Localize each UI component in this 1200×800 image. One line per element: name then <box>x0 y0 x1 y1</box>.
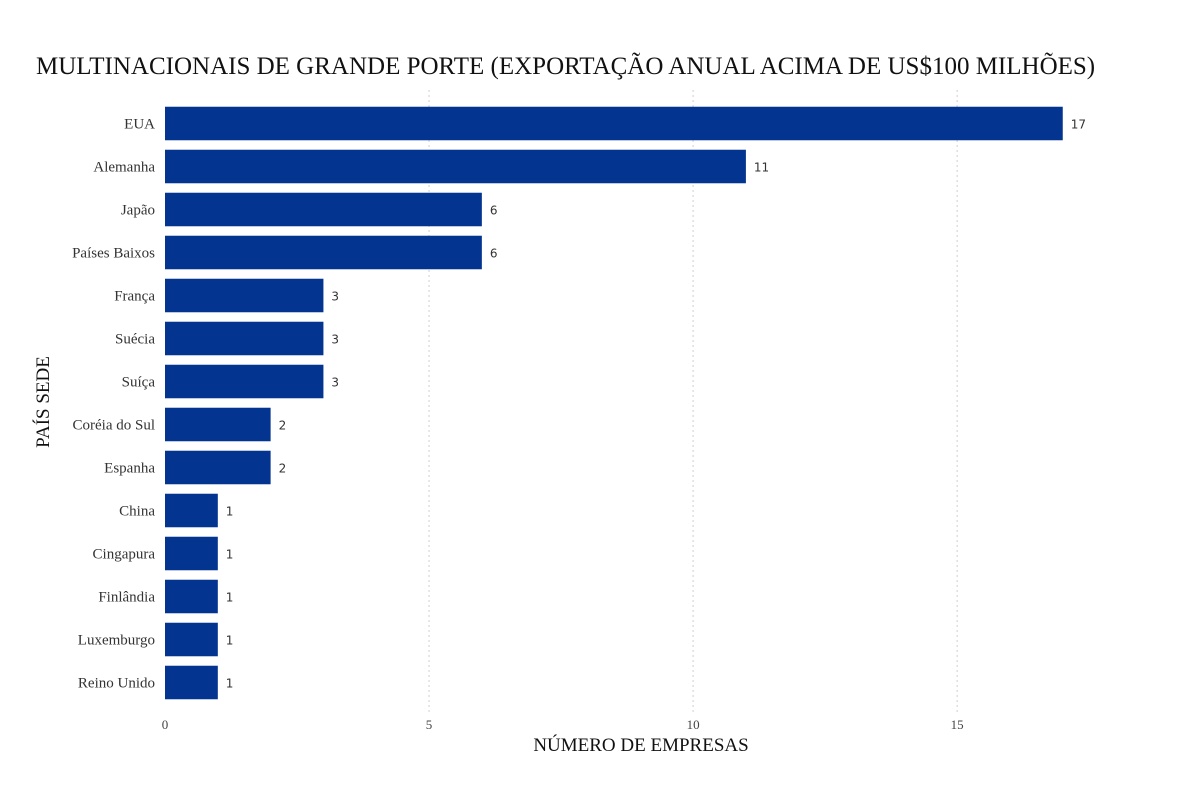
grid-lines <box>428 90 958 712</box>
category-label: China <box>119 504 155 520</box>
bar-paises-baixos <box>165 235 482 270</box>
category-label: Finlândia <box>98 590 155 606</box>
category-label: Coréia do Sul <box>73 418 156 434</box>
y-axis-title: PAÍS SEDE <box>32 356 54 448</box>
chart-title: MULTINACIONAIS DE GRANDE PORTE (EXPORTAÇ… <box>36 52 1095 80</box>
bar-china <box>165 493 218 528</box>
value-label: 1 <box>226 505 234 519</box>
category-label: Alemanha <box>93 160 155 176</box>
value-label: 3 <box>331 376 339 390</box>
category-label: Japão <box>121 203 155 219</box>
value-label: 11 <box>754 161 769 175</box>
category-label: Espanha <box>104 461 155 477</box>
bar-franca <box>165 278 324 313</box>
category-label: Países Baixos <box>72 246 155 262</box>
value-label: 1 <box>226 591 234 605</box>
bar-reino-unido <box>165 665 218 700</box>
x-axis-ticks: 0 5 10 15 <box>162 717 964 732</box>
value-label: 3 <box>331 290 339 304</box>
category-label: Suécia <box>115 332 155 348</box>
bar-suica <box>165 364 324 399</box>
x-tick-label: 0 <box>162 717 169 732</box>
bar-luxemburgo <box>165 622 218 657</box>
value-label: 2 <box>279 462 287 476</box>
x-tick-label: 10 <box>687 717 700 732</box>
bar-espanha <box>165 450 271 485</box>
bar-eua <box>165 106 1063 141</box>
value-label: 1 <box>226 634 234 648</box>
bar-japao <box>165 192 482 227</box>
category-label: EUA <box>124 117 155 133</box>
value-label: 17 <box>1071 118 1086 132</box>
value-label: 3 <box>331 333 339 347</box>
value-label: 2 <box>279 419 287 433</box>
category-label: Cingapura <box>93 547 156 563</box>
value-label: 1 <box>226 548 234 562</box>
bar-finlandia <box>165 579 218 614</box>
category-label: Luxemburgo <box>78 633 155 649</box>
bars <box>165 106 1063 700</box>
bar-suecia <box>165 321 324 356</box>
bar-alemanha <box>165 149 746 184</box>
value-label: 6 <box>490 247 498 261</box>
x-axis-title: NÚMERO DE EMPRESAS <box>533 734 748 756</box>
bar-cingapura <box>165 536 218 571</box>
category-label: Suíça <box>122 375 156 391</box>
value-label: 6 <box>490 204 498 218</box>
category-label: Reino Unido <box>78 676 155 692</box>
bar-coreia-do-sul <box>165 407 271 442</box>
category-label: França <box>114 289 155 305</box>
x-tick-label: 15 <box>951 717 964 732</box>
category-labels: EUA Alemanha Japão Países Baixos França Suéci… <box>72 117 155 692</box>
x-tick-label: 5 <box>426 717 433 732</box>
value-label: 1 <box>226 677 234 691</box>
